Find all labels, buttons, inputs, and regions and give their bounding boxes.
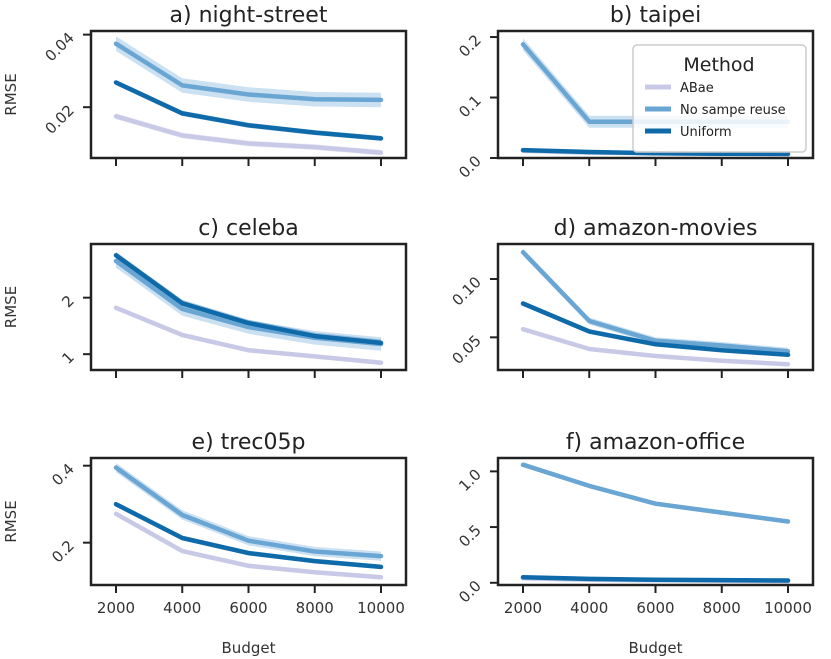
series-line-no-sampe-reuse <box>113 465 384 559</box>
y-axis-label: RMSE <box>2 500 20 542</box>
series-line-abae <box>113 511 384 580</box>
legend-title: Method <box>683 54 754 76</box>
panel-e-trec05p: e) trec05p 2000 4000 6000 8000 10000 0.2 0.4 RMS… <box>2 430 408 657</box>
panel-title: e) trec05p <box>192 430 306 455</box>
legend-entries: ABae No sampe reuse Uniform <box>645 81 786 140</box>
y-tick-label: 0.2 <box>455 31 485 61</box>
panel-title: a) night-street <box>170 3 328 28</box>
confidence-band-no-sampe-reuse <box>116 36 381 108</box>
legend-frame <box>632 44 807 153</box>
series-line-no-sampe-reuse <box>113 41 384 103</box>
series-line-abae <box>113 114 384 155</box>
y-axis-label: RMSE <box>2 286 20 328</box>
x-tick-label: 6000 <box>229 599 267 617</box>
y-tick-label: 0.02 <box>41 101 77 137</box>
x-tick-label: 4000 <box>570 599 608 617</box>
x-tick-label: 10000 <box>764 599 812 617</box>
x-tick-label: 2000 <box>97 599 135 617</box>
y-tick-label: 2 <box>58 292 77 311</box>
series-line-no-sampe-reuse <box>520 249 791 354</box>
y-tick-label: 0.04 <box>41 29 77 65</box>
panel-d-amazon-movies: d) amazon-movies 0.05 0.10 <box>448 216 815 378</box>
series-line-uniform <box>113 501 384 570</box>
y-tick-label: 0.1 <box>455 92 485 122</box>
series-line-abae <box>113 305 384 365</box>
y-tick-label: 0.05 <box>448 331 484 367</box>
series-line-no-sampe-reuse <box>520 462 791 524</box>
confidence-band-no-sampe-reuse <box>116 463 381 561</box>
legend-label-no-sampe-reuse: No sampe reuse <box>680 103 786 118</box>
panel-f-amazon-office: f) amazon-office 2000 4000 6000 8000 10000 0.0… <box>455 430 815 657</box>
series-line-abae <box>520 326 791 367</box>
confidence-band-abae <box>116 511 381 580</box>
series-line-uniform <box>113 80 384 141</box>
y-tick-label: 1 <box>58 348 77 367</box>
y-tick-label: 0.4 <box>48 460 78 490</box>
legend: Method ABae No sampe reuse Uniform <box>632 44 807 153</box>
x-tick-label: 6000 <box>636 599 674 617</box>
x-tick-label: 4000 <box>163 599 201 617</box>
series-line-uniform <box>520 301 791 358</box>
x-tick-label: 10000 <box>357 599 405 617</box>
x-tick-label: 8000 <box>703 599 741 617</box>
y-axis-label: RMSE <box>2 73 20 115</box>
y-tick-label: 1.0 <box>455 465 485 495</box>
x-tick-label: 2000 <box>504 599 542 617</box>
series-line-uniform <box>520 574 791 583</box>
plot-frame <box>496 456 815 587</box>
y-tick-label: 0.0 <box>455 152 485 182</box>
panel-title: c) celeba <box>198 216 298 241</box>
panel-a-night-street: a) night-street 0.02 0.04 RMSE <box>2 3 408 166</box>
y-tick-label: 0.0 <box>455 577 485 607</box>
panel-title: f) amazon-office <box>566 430 745 455</box>
legend-label-uniform: Uniform <box>680 125 732 140</box>
x-tick-label: 8000 <box>296 599 334 617</box>
series-line-uniform <box>520 147 791 157</box>
x-axis-label: Budget <box>222 639 276 657</box>
y-tick-label: 0.10 <box>448 273 484 309</box>
series-line-uniform <box>113 253 384 346</box>
panel-title: d) amazon-movies <box>554 216 758 241</box>
confidence-band-uniform <box>116 251 381 347</box>
legend-label-abae: ABae <box>680 81 714 96</box>
panel-c-celeba: c) celeba 1 2 RMSE <box>2 216 408 378</box>
y-tick-label: 0.2 <box>48 537 78 567</box>
x-axis-label: Budget <box>629 639 683 657</box>
panel-title: b) taipei <box>610 3 701 28</box>
y-tick-label: 0.5 <box>455 521 485 551</box>
